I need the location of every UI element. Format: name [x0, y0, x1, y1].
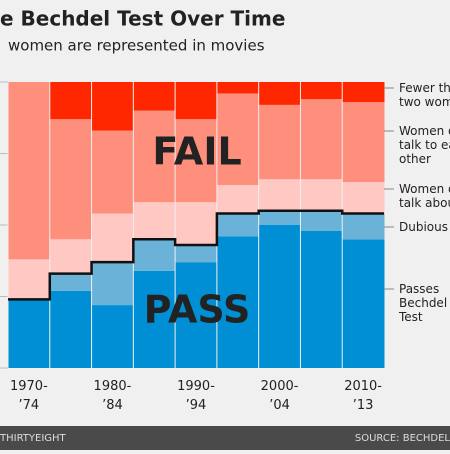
- bar-segment: [300, 179, 343, 211]
- legend-label: Fewer th two wom: [399, 81, 450, 109]
- legend-label: Passes Bechdel Test: [398, 282, 447, 324]
- bar-segment: [258, 82, 301, 105]
- footer-band: [0, 426, 450, 450]
- bar-segment: [258, 210, 301, 225]
- bar-segment: [133, 239, 176, 271]
- bar-segment: [175, 202, 218, 246]
- x-tick-label: 2000-’04: [261, 379, 299, 413]
- bar-segment: [258, 104, 301, 180]
- bar-segment: [342, 102, 385, 183]
- x-tick-label: 1990-’94: [177, 379, 215, 413]
- bar-segment: [49, 82, 93, 120]
- bar-segment: [258, 225, 301, 368]
- bar-segment: [133, 202, 176, 240]
- bar-segment: [175, 245, 218, 263]
- footer-right: SOURCE: BECHDEL: [355, 433, 450, 444]
- bar-segment: [175, 119, 218, 203]
- bar-segment: [8, 299, 51, 368]
- bar-segment: [49, 290, 93, 368]
- bar-segment: [300, 82, 343, 100]
- bar-segment: [342, 82, 385, 103]
- bar-segment: [216, 82, 260, 94]
- bar-segment: [342, 213, 385, 240]
- x-tick-label: 2010-’13: [344, 379, 382, 413]
- footer-left: THIRTYEIGHT: [0, 433, 67, 444]
- bar-segment: [300, 230, 343, 368]
- bar-segment: [91, 82, 134, 131]
- legend-label: Women d talk abou: [399, 182, 450, 210]
- x-tick-label: 1970-’74: [10, 379, 48, 413]
- bar-segment: [49, 273, 93, 291]
- chart-title: e Bechdel Test Over Time: [0, 7, 285, 31]
- bar-segment: [8, 82, 51, 260]
- bar-segment: [258, 179, 301, 211]
- annotation: FAIL: [152, 130, 241, 174]
- x-tick-label: 1980-’84: [94, 379, 132, 413]
- bar-segment: [91, 305, 134, 368]
- bar-segment: [49, 119, 93, 240]
- bar-segment: [216, 213, 260, 237]
- bar-segment: [342, 182, 385, 214]
- bar-segment: [216, 93, 260, 185]
- bar-segment: [91, 262, 134, 306]
- bar-segment: [175, 262, 218, 368]
- pass-line: [8, 209, 384, 301]
- bar-segment: [49, 239, 93, 274]
- bar-segment: [133, 270, 176, 368]
- bar-segment: [300, 99, 343, 180]
- bar-segment: [300, 210, 343, 231]
- annotation: PASS: [144, 288, 251, 332]
- bar-segment: [216, 236, 260, 368]
- bar-segment: [91, 213, 134, 263]
- legend-label: Dubious: [399, 220, 448, 234]
- bar-segment: [91, 130, 134, 214]
- bar-segment: [175, 82, 218, 120]
- bar-segment: [8, 259, 51, 300]
- bar-segment: [342, 239, 385, 368]
- bar-segment: [133, 82, 176, 111]
- bar-segment: [216, 184, 260, 214]
- chart-subtitle: women are represented in movies: [8, 37, 265, 55]
- bar-segment: [133, 110, 176, 203]
